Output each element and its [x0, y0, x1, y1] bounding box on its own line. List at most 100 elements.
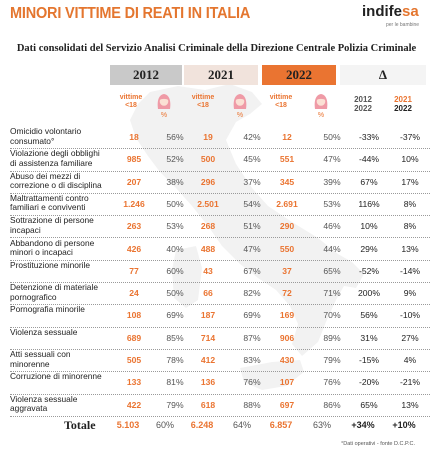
cell-delta-2012-2022: -15%	[358, 355, 380, 365]
cell-percent-2012: 50%	[166, 288, 184, 299]
logo-text-highlight: sa	[402, 3, 419, 20]
cell-delta-2021-2022: 8%	[403, 198, 417, 209]
cell-victims-2021: 488	[200, 243, 216, 254]
logo-tagline: per le bambine	[386, 22, 420, 28]
cell-victims-2021: 187	[200, 310, 216, 321]
cell-delta-2012-2022: 200%	[358, 288, 380, 299]
cell-victims-2012: 24	[129, 288, 139, 299]
page-title: MINORI VITTIME DI REATI IN ITALIA	[10, 5, 251, 23]
cell-delta-2021-2022: 13%	[401, 399, 419, 410]
cell-victims-2022: 107	[279, 377, 295, 388]
cell-victims-2021: 19	[203, 132, 213, 142]
cell-delta-2021-2022: 9%	[403, 288, 417, 299]
cell-delta-2012-2022: -33%	[358, 132, 380, 142]
cell-delta-2012-2022: 29%	[360, 243, 378, 254]
table-row: Sottrazione di persone incapaci 263 53% 268…	[10, 215, 430, 239]
cell-delta-2012-2022: 56%	[360, 310, 378, 321]
percent-subheader-2012: %	[160, 112, 168, 119]
column-header-2021: 2021	[184, 65, 258, 85]
cell-percent-2012: 50%	[166, 198, 184, 209]
cell-percent-2021: 51%	[243, 221, 261, 232]
cell-victims-2012: 1.246	[123, 198, 145, 209]
cell-victims-2021: 66	[203, 288, 213, 299]
table-row: Violazione degli obblighi di assistenza …	[10, 148, 430, 172]
victims-label-line2: <18	[275, 102, 287, 109]
cell-percent-2021: 69%	[243, 310, 261, 321]
cell-delta-2012-2022: 116%	[358, 198, 380, 209]
row-label: Abuso dei mezzi di correzione o di disci…	[10, 170, 102, 191]
cell-percent-2022: 65%	[323, 265, 341, 276]
delta-to-year: 2022	[354, 104, 372, 113]
cell-delta-2021-2022: 8%	[403, 221, 417, 232]
table-row: Corruzione di minorenne 133 81% 136 76% 107 76…	[10, 371, 430, 395]
row-label: Corruzione di minorenne	[10, 371, 102, 382]
row-label: Prostituzione minorile	[10, 259, 91, 270]
victims-label-line2: <18	[125, 102, 137, 109]
cell-delta-2021-2022: 17%	[401, 176, 419, 187]
table-row: Pornografia minorile 108 69% 187 69% 169 70% 56…	[10, 304, 430, 328]
victims-subheader-2021: vittime <18	[188, 94, 218, 110]
cell-percent-2012: 78%	[166, 355, 184, 365]
cell-victims-2022: 430	[279, 355, 295, 365]
cell-percent-2022: 50%	[323, 132, 341, 142]
cell-percent-2022: 39%	[323, 176, 341, 187]
cell-percent-2021: 82%	[243, 288, 261, 299]
cell-percent-2012: 79%	[166, 399, 184, 410]
girl-face-icon	[156, 93, 172, 111]
cell-victims-2022: 697	[279, 399, 295, 410]
cell-victims-2022: 169	[279, 310, 295, 321]
cell-percent-2022: 44%	[323, 243, 341, 254]
total-delta-2012-2022: +34%	[351, 420, 375, 430]
percent-subheader-2022: %	[317, 112, 325, 119]
cell-victims-2012: 77	[129, 265, 139, 276]
victims-label-line1: vittime	[191, 94, 215, 101]
cell-victims-2012: 422	[126, 399, 142, 410]
delta-subheader-2012-2022: 2012 2022	[348, 95, 378, 113]
cell-percent-2021: 42%	[243, 132, 261, 142]
cell-percent-2021: 54%	[243, 198, 261, 209]
cell-delta-2012-2022: 31%	[360, 332, 378, 343]
cell-percent-2021: 37%	[243, 176, 261, 187]
total-percent-2021: 64%	[232, 420, 251, 430]
delta-from-year: 2021	[394, 95, 412, 104]
row-label: Abbandono di persone minori o incapaci	[10, 237, 95, 257]
victims-subheader-2012: vittime <18	[116, 94, 146, 110]
cell-victims-2022: 12	[282, 132, 292, 142]
cell-percent-2022: 76%	[323, 377, 341, 388]
row-label: Violazione degli obblighi di assistenza …	[10, 148, 100, 168]
row-label: Violenza sessuale	[10, 326, 78, 337]
table-row: Omicidio volontario consumato° 18 56% 19 42%…	[10, 126, 430, 150]
cell-victims-2021: 136	[200, 377, 216, 388]
cell-victims-2021: 268	[200, 221, 216, 232]
table-row: Abuso dei mezzi di correzione o di disci…	[10, 171, 430, 194]
cell-victims-2022: 550	[279, 243, 295, 254]
cell-percent-2021: 76%	[243, 377, 261, 388]
cell-percent-2021: 87%	[243, 332, 261, 343]
row-label: Detenzione di materiale pornografico	[10, 282, 98, 302]
cell-percent-2012: 56%	[166, 132, 184, 142]
row-label: Pornografia minorile	[10, 304, 85, 315]
column-header-2022: 2022	[262, 65, 336, 85]
cell-victims-2012: 108	[126, 310, 142, 321]
cell-victims-2012: 133	[126, 377, 142, 388]
cell-percent-2021: 67%	[243, 265, 261, 276]
cell-victims-2021: 618	[200, 399, 216, 410]
cell-delta-2012-2022: 65%	[360, 399, 378, 410]
cell-victims-2012: 263	[126, 221, 142, 232]
table-row: Violenza sessuale 689 85% 714 87% 906 89% 31% 27…	[10, 327, 430, 350]
cell-percent-2022: 71%	[323, 288, 341, 299]
victims-label-line1: vittime	[269, 94, 293, 101]
cell-victims-2022: 2.691	[276, 198, 298, 209]
cell-percent-2022: 47%	[323, 154, 341, 165]
cell-victims-2021: 43	[203, 265, 213, 276]
cell-victims-2021: 2.501	[197, 198, 219, 209]
total-victims-2012: 5.103	[116, 420, 140, 430]
percent-subheader-2021: %	[236, 112, 244, 119]
cell-victims-2012: 505	[126, 355, 142, 365]
cell-victims-2022: 551	[279, 154, 295, 165]
row-label: Atti sessuali con minorenne	[10, 349, 71, 369]
victims-subheader-2022: vittime <18	[266, 94, 296, 110]
table-row: Abbandono di persone minori o incapaci 42…	[10, 238, 430, 261]
